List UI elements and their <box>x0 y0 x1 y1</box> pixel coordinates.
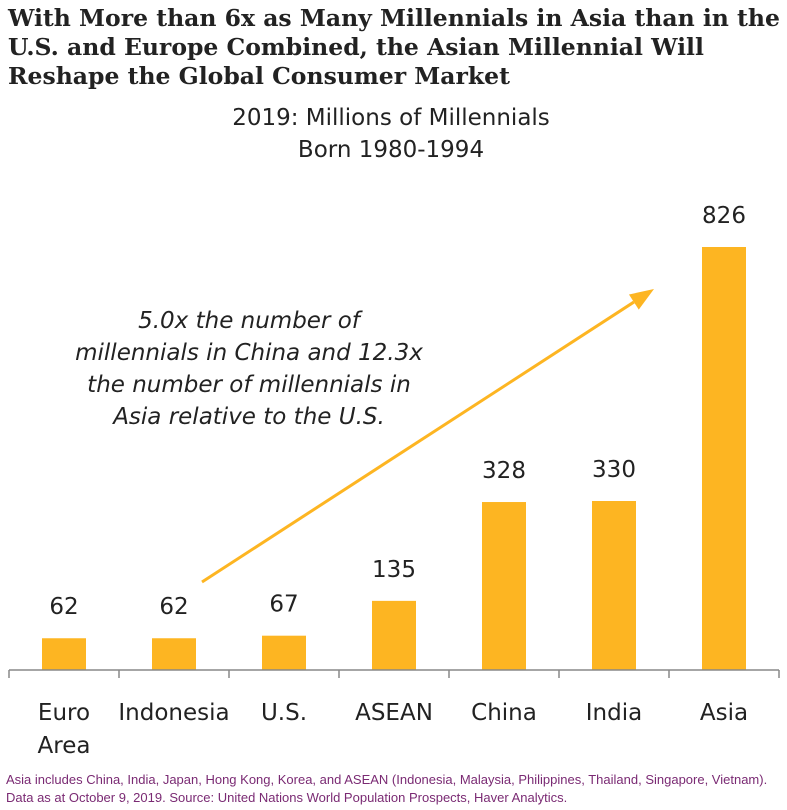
bar <box>372 600 416 670</box>
annotation-line: the number of millennials in <box>87 372 411 398</box>
bar-chart: 2019: Millions of Millennials Born 1980-1… <box>8 105 780 759</box>
annotation-line: Asia relative to the U.S. <box>111 404 385 430</box>
data-label: 328 <box>482 458 526 484</box>
headline-line: With More than 6x as Many Millennials in… <box>8 4 780 32</box>
data-label: 62 <box>49 594 78 620</box>
data-label: 135 <box>372 557 416 583</box>
bar <box>702 247 746 670</box>
data-label: 330 <box>592 457 636 483</box>
x-tick-label: ASEAN <box>355 700 433 726</box>
chart-title-line: 2019: Millions of Millennials <box>232 105 550 131</box>
annotation-line: millennials in China and 12.3x <box>75 340 423 366</box>
data-label: 62 <box>159 594 188 620</box>
data-label: 826 <box>702 203 746 229</box>
footnote: Asia includes China, India, Japan, Hong … <box>6 772 768 805</box>
bar <box>592 501 636 670</box>
chart-annotation: 5.0x the number of millennials in China a… <box>75 308 423 430</box>
chart-title: 2019: Millions of Millennials Born 1980-1… <box>232 105 550 163</box>
x-tick-label: India <box>586 700 642 726</box>
bar <box>42 638 86 670</box>
x-tick-label: U.S. <box>261 700 307 726</box>
bar <box>482 502 526 670</box>
chart-title-line: Born 1980-1994 <box>298 137 484 163</box>
annotation-line: 5.0x the number of <box>138 308 363 334</box>
bar <box>262 635 306 670</box>
headline-line: U.S. and Europe Combined, the Asian Mill… <box>8 33 704 61</box>
data-label: 67 <box>269 592 298 618</box>
headline-line: Reshape the Global Consumer Market <box>8 62 510 90</box>
bar-series: 62 62 67 135 328 330 826 <box>42 203 746 670</box>
x-tick-label: Euro <box>38 700 90 726</box>
x-tick-label: Area <box>38 733 91 759</box>
arrow-shaft <box>201 300 635 584</box>
trend-arrow <box>201 289 654 584</box>
chart-headline: With More than 6x as Many Millennials in… <box>8 4 783 91</box>
x-tick-label: Asia <box>700 700 748 726</box>
arrow-head <box>628 289 654 310</box>
x-axis: Euro Area Indonesia U.S. ASEAN China India Asia <box>8 669 780 759</box>
x-tick-label: China <box>471 700 537 726</box>
bar <box>152 638 196 670</box>
x-tick-label: Indonesia <box>118 700 229 726</box>
